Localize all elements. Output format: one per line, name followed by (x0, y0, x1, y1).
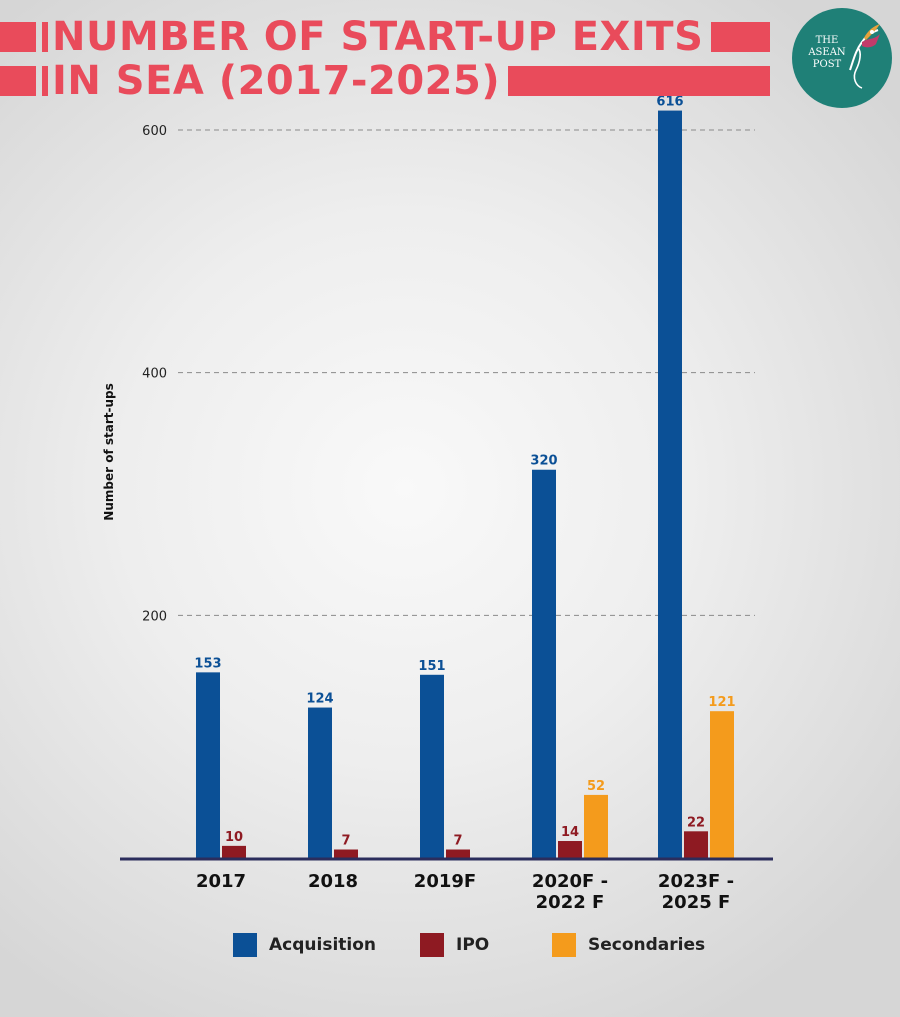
legend-swatch-ipo (420, 933, 444, 957)
bar-acquisition-1 (308, 707, 332, 858)
y-tick-label: 400 (142, 367, 167, 382)
bar-ipo-3 (558, 841, 582, 858)
data-label: 124 (306, 692, 333, 707)
data-label: 320 (530, 454, 557, 469)
bar-ipo-2 (446, 849, 470, 858)
title-bar-left (0, 66, 36, 96)
title-bar-sep (42, 66, 48, 96)
bar-acquisition-0 (196, 672, 220, 858)
legend-item-secondaries: Secondaries (552, 933, 705, 957)
legend-label-acquisition: Acquisition (269, 935, 377, 955)
hummingbird-icon (849, 24, 880, 89)
bar-acquisition-4 (658, 110, 682, 858)
bar-ipo-1 (334, 849, 358, 858)
title-line-2-row: IN SEA (2017-2025) (0, 58, 770, 104)
y-tick-label: 200 (142, 609, 167, 624)
legend-item-acquisition: Acquisition (233, 933, 376, 957)
bar-secondaries-4 (710, 711, 734, 858)
data-label: 151 (418, 659, 445, 674)
data-label: 22 (687, 815, 705, 830)
bar-ipo-0 (222, 845, 246, 858)
bar-acquisition-3 (532, 469, 556, 858)
x-tick-label: 2019F (414, 871, 476, 892)
data-label: 14 (561, 825, 579, 840)
legend-swatch-secondaries (552, 933, 576, 957)
bar-ipo-4 (684, 831, 708, 858)
data-label: 616 (656, 95, 683, 110)
legend-swatch-acquisition (233, 933, 257, 957)
title-line-1-row: NUMBER OF START-UP EXITS (0, 14, 770, 60)
x-tick-label: 2022 F (536, 892, 605, 913)
chart-title-line-1: NUMBER OF START-UP EXITS (52, 14, 704, 60)
title-bar-left (0, 22, 36, 52)
title-bar-sep (42, 22, 48, 52)
x-tick-label: 2023F - (658, 871, 734, 892)
data-label: 7 (341, 834, 350, 849)
x-tick-label: 2025 F (662, 892, 731, 913)
bar-secondaries-3 (584, 794, 608, 858)
y-tick-label: 600 (142, 124, 167, 139)
data-label: 121 (708, 695, 735, 710)
bar-acquisition-2 (420, 674, 444, 858)
x-tick-label: 2018 (308, 871, 358, 892)
legend-label-secondaries: Secondaries (588, 935, 706, 955)
chart-title-line-2: IN SEA (2017-2025) (52, 58, 501, 104)
x-tick-label: 2017 (196, 871, 246, 892)
data-label: 10 (225, 830, 243, 845)
title-bar-right (711, 22, 770, 52)
title-bar-right (508, 66, 770, 96)
data-label: 52 (587, 779, 605, 794)
x-tick-label: 2020F - (532, 871, 608, 892)
y-axis-label: Number of start-ups (102, 383, 116, 520)
data-label: 7 (453, 834, 462, 849)
logo-text: THE ASEAN POST (808, 35, 846, 70)
the-asean-post-logo: THE ASEAN POST (792, 8, 892, 108)
legend-label-ipo: IPO (456, 935, 490, 955)
data-label: 153 (194, 656, 221, 671)
legend-item-ipo: IPO (420, 933, 489, 957)
